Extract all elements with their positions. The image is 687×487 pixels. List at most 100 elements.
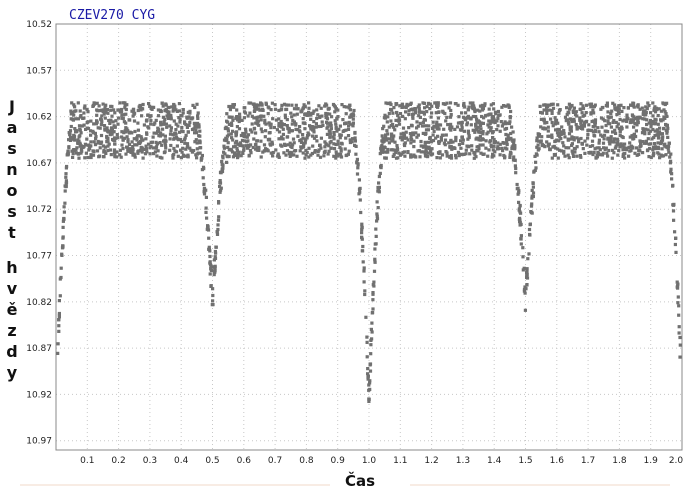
data-point	[250, 122, 254, 126]
data-point	[470, 106, 474, 110]
data-point	[361, 244, 365, 249]
data-point	[264, 129, 268, 133]
data-point	[384, 101, 388, 105]
data-point	[194, 138, 198, 142]
data-point	[444, 119, 448, 123]
data-point	[296, 107, 300, 111]
data-point	[211, 303, 215, 307]
data-point	[664, 122, 668, 127]
data-point	[306, 131, 310, 135]
data-point	[610, 156, 614, 160]
data-point	[519, 222, 523, 226]
data-point	[268, 142, 272, 146]
data-point	[424, 124, 428, 128]
data-point	[123, 101, 127, 105]
data-point	[649, 123, 653, 127]
data-point	[613, 103, 617, 107]
data-point	[171, 153, 175, 158]
data-point	[634, 129, 638, 133]
data-point	[351, 112, 355, 116]
data-point	[106, 111, 110, 115]
data-point	[562, 144, 566, 148]
data-point	[374, 227, 378, 231]
data-point	[237, 150, 241, 154]
data-point	[319, 106, 323, 110]
data-point	[389, 119, 393, 123]
data-point	[539, 125, 543, 129]
data-point	[358, 190, 362, 194]
data-point	[398, 104, 402, 108]
data-point	[460, 120, 464, 124]
data-point	[375, 212, 379, 216]
x-tick-label: 1.6	[550, 456, 565, 466]
data-point	[223, 152, 227, 156]
data-point	[564, 146, 568, 150]
data-point	[148, 152, 152, 156]
data-point	[332, 131, 336, 135]
data-point	[127, 142, 132, 147]
data-point	[445, 115, 449, 119]
data-point	[149, 119, 153, 123]
data-point	[445, 154, 449, 158]
data-point	[162, 151, 166, 155]
data-point	[122, 120, 126, 124]
data-point	[200, 153, 204, 158]
data-point	[657, 107, 661, 111]
data-point	[513, 145, 517, 149]
data-point	[569, 118, 573, 122]
x-tick-label: 2.0	[669, 456, 684, 466]
data-point	[189, 117, 193, 121]
data-point	[527, 252, 531, 256]
data-point	[92, 102, 96, 106]
data-point	[534, 160, 538, 164]
data-point	[537, 139, 541, 143]
data-point	[188, 146, 192, 150]
data-point	[600, 134, 605, 138]
data-point	[646, 128, 650, 132]
data-point	[667, 141, 671, 145]
data-point	[498, 142, 502, 146]
data-point	[58, 294, 62, 298]
data-point	[242, 147, 246, 151]
data-point	[518, 220, 522, 224]
data-point	[171, 133, 175, 137]
data-point	[531, 181, 535, 185]
data-point	[621, 148, 625, 152]
data-point	[386, 137, 390, 141]
data-point	[173, 104, 177, 108]
data-point	[363, 289, 367, 293]
data-point	[74, 148, 78, 152]
data-point	[661, 154, 665, 158]
data-point	[493, 150, 497, 154]
data-point	[361, 260, 365, 264]
data-point	[185, 145, 189, 149]
data-point	[628, 120, 632, 125]
data-point	[475, 136, 479, 140]
data-point	[394, 156, 399, 160]
x-tick-label: 1.4	[487, 456, 502, 466]
data-point	[406, 138, 410, 142]
data-point	[221, 154, 225, 158]
data-point	[246, 133, 251, 137]
data-point	[670, 177, 674, 181]
data-point	[146, 142, 151, 146]
data-point	[234, 134, 238, 138]
data-point	[377, 185, 381, 189]
data-point	[390, 134, 394, 138]
data-point	[107, 142, 111, 146]
data-point	[100, 114, 104, 118]
data-point	[294, 103, 298, 107]
data-point	[261, 108, 265, 112]
y-axis-label-letter: s	[7, 139, 17, 158]
data-point	[392, 152, 396, 156]
data-point	[652, 135, 656, 140]
data-point	[540, 135, 544, 139]
data-point	[490, 145, 494, 149]
data-point	[381, 127, 385, 131]
data-point	[648, 129, 653, 133]
data-point	[369, 343, 373, 347]
x-tick-label: 0.8	[299, 456, 314, 466]
data-point	[619, 103, 623, 107]
data-point	[573, 150, 577, 154]
